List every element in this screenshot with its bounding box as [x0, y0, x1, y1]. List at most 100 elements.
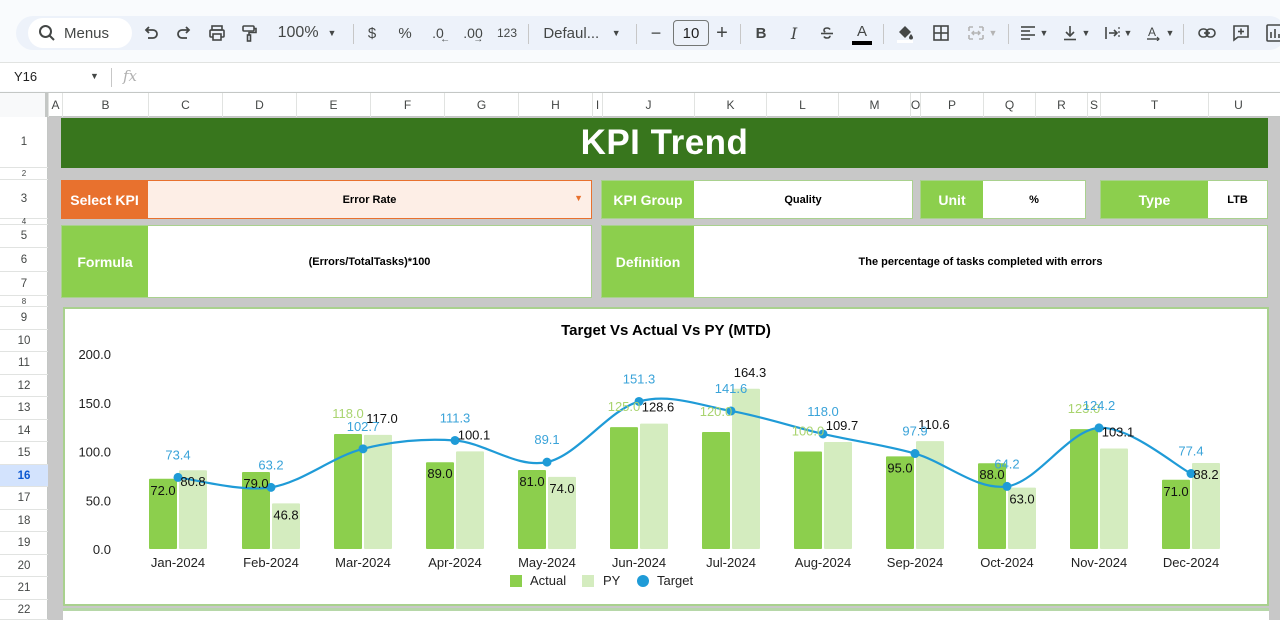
py-bar[interactable] [640, 423, 668, 549]
actual-bar[interactable] [794, 451, 822, 550]
target-marker[interactable] [542, 457, 552, 467]
target-marker[interactable] [1002, 481, 1012, 491]
redo-button[interactable] [171, 16, 197, 50]
strikethrough-button[interactable] [815, 16, 839, 50]
actual-bar[interactable] [334, 433, 362, 549]
font-size-input[interactable]: 10 [673, 20, 709, 46]
row-header-2[interactable]: 2 [0, 168, 48, 180]
borders-button[interactable] [928, 16, 954, 50]
py-bar[interactable] [364, 434, 392, 549]
text-wrapping-button[interactable]: ▼ [1100, 16, 1136, 50]
target-marker[interactable] [726, 406, 736, 416]
target-marker[interactable] [910, 449, 920, 459]
target-line[interactable] [177, 397, 1192, 490]
column-header-p[interactable]: P [920, 93, 983, 117]
font-family-select[interactable]: Defaul... ▼ [536, 16, 628, 50]
sheet-grid[interactable]: KPI Trend Select KPI Error Rate ▼ KPI Gr… [48, 117, 1280, 620]
column-header-f[interactable]: F [370, 93, 444, 117]
row-header-17[interactable]: 17 [0, 487, 48, 510]
py-bar[interactable] [548, 476, 576, 549]
column-header-l[interactable]: L [766, 93, 838, 117]
row-header-10[interactable]: 10 [0, 330, 48, 352]
row-header-6[interactable]: 6 [0, 248, 48, 272]
actual-bar[interactable] [702, 432, 730, 549]
text-color-button[interactable]: A [848, 16, 876, 50]
actual-bar[interactable] [518, 470, 546, 549]
percent-format-button[interactable]: % [393, 16, 417, 50]
row-header-9[interactable]: 9 [0, 307, 48, 330]
target-marker[interactable] [818, 429, 828, 439]
name-box[interactable]: Y16 [14, 69, 38, 84]
column-header-s[interactable]: S [1087, 93, 1100, 117]
column-header-b[interactable]: B [62, 93, 148, 117]
py-bar[interactable] [824, 442, 852, 549]
row-header-3[interactable]: 3 [0, 180, 48, 219]
actual-bar[interactable] [426, 462, 454, 549]
target-marker[interactable] [358, 444, 368, 454]
merge-cells-button[interactable]: ▼ [961, 16, 1003, 50]
decrease-decimal-button[interactable]: .0 ← [425, 16, 451, 50]
bold-button[interactable]: B [749, 16, 773, 50]
py-bar[interactable] [1192, 463, 1220, 549]
actual-bar[interactable] [886, 456, 914, 549]
column-header-j[interactable]: J [602, 93, 694, 117]
vertical-align-button[interactable]: ▼ [1058, 16, 1094, 50]
decrease-font-size-button[interactable]: − [644, 16, 668, 50]
horizontal-align-button[interactable]: ▼ [1016, 16, 1052, 50]
py-bar[interactable] [732, 388, 760, 549]
actual-bar[interactable] [1162, 479, 1190, 549]
select-kpi-dropdown[interactable]: Error Rate ▼ [148, 181, 591, 218]
actual-bar[interactable] [149, 478, 177, 549]
target-marker[interactable] [266, 482, 276, 492]
insert-comment-button[interactable] [1228, 16, 1254, 50]
column-header-m[interactable]: M [838, 93, 910, 117]
column-header-t[interactable]: T [1100, 93, 1208, 117]
target-marker[interactable] [450, 435, 460, 445]
row-header-7[interactable]: 7 [0, 272, 48, 296]
chart-container[interactable]: Target Vs Actual Vs PY (MTD) 0.0 50.0 100.0… [63, 307, 1269, 606]
actual-bar[interactable] [610, 427, 638, 549]
row-header-21[interactable]: 21 [0, 577, 48, 600]
py-bar[interactable] [456, 451, 484, 549]
actual-bar[interactable] [1070, 429, 1098, 549]
py-bar[interactable] [1008, 487, 1036, 549]
fill-color-button[interactable] [892, 16, 918, 50]
column-header-o[interactable]: O [910, 93, 920, 117]
target-marker[interactable] [634, 396, 644, 406]
target-marker[interactable] [1094, 423, 1104, 433]
column-header-u[interactable]: U [1208, 93, 1268, 117]
italic-button[interactable]: I [782, 16, 806, 50]
currency-format-button[interactable]: $ [360, 16, 384, 50]
py-bar[interactable] [916, 441, 944, 549]
row-header-14[interactable]: 14 [0, 420, 48, 442]
chevron-down-icon[interactable]: ▼ [90, 71, 99, 81]
py-bar[interactable] [1100, 448, 1128, 549]
select-all-corner[interactable] [0, 93, 48, 117]
print-button[interactable] [204, 16, 230, 50]
row-header-13[interactable]: 13 [0, 397, 48, 420]
row-header-4[interactable]: 4 [0, 217, 48, 226]
insert-link-button[interactable] [1194, 16, 1220, 50]
row-header-1[interactable]: 1 [0, 117, 48, 168]
row-header-15[interactable]: 15 [0, 442, 48, 465]
insert-chart-button[interactable] [1262, 16, 1280, 50]
column-header-q[interactable]: Q [983, 93, 1035, 117]
column-header-g[interactable]: G [444, 93, 518, 117]
row-header-22[interactable]: 22 [0, 600, 48, 620]
zoom-select[interactable]: 100% ▼ [272, 16, 342, 50]
increase-font-size-button[interactable]: + [710, 16, 734, 50]
column-header-r[interactable]: R [1035, 93, 1087, 117]
column-header-a[interactable]: A [48, 93, 62, 117]
formula-input[interactable] [150, 68, 1250, 87]
column-header-d[interactable]: D [222, 93, 296, 117]
paint-format-button[interactable] [236, 16, 262, 50]
row-header-18[interactable]: 18 [0, 510, 48, 532]
column-header-e[interactable]: E [296, 93, 370, 117]
column-header-c[interactable]: C [148, 93, 222, 117]
py-bar[interactable] [179, 470, 207, 549]
dropdown-arrow-icon[interactable]: ▼ [574, 193, 583, 203]
column-header-i[interactable]: I [592, 93, 602, 117]
row-header-12[interactable]: 12 [0, 375, 48, 397]
increase-decimal-button[interactable]: .00 → [458, 16, 488, 50]
more-formats-button[interactable]: 123 [493, 16, 521, 50]
